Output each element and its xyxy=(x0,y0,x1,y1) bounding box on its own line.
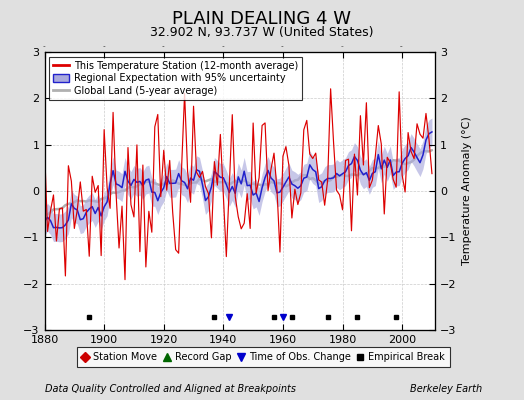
Text: 32.902 N, 93.737 W (United States): 32.902 N, 93.737 W (United States) xyxy=(150,26,374,39)
Text: Berkeley Earth: Berkeley Earth xyxy=(410,384,482,394)
Text: PLAIN DEALING 4 W: PLAIN DEALING 4 W xyxy=(172,10,352,28)
Legend: This Temperature Station (12-month average), Regional Expectation with 95% uncer: This Temperature Station (12-month avera… xyxy=(49,57,302,100)
Y-axis label: Temperature Anomaly (°C): Temperature Anomaly (°C) xyxy=(462,117,472,265)
Legend: Station Move, Record Gap, Time of Obs. Change, Empirical Break: Station Move, Record Gap, Time of Obs. C… xyxy=(77,347,450,367)
Text: Data Quality Controlled and Aligned at Breakpoints: Data Quality Controlled and Aligned at B… xyxy=(45,384,296,394)
